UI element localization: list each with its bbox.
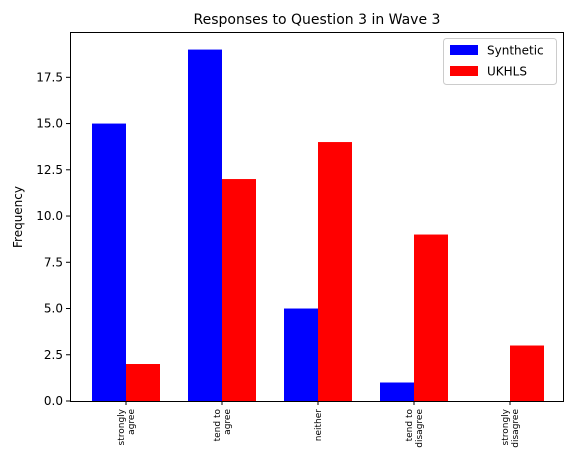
bar-synthetic-2 (284, 308, 318, 401)
legend-label-ukhls: UKHLS (487, 65, 527, 79)
bar-ukhls-1 (222, 179, 256, 401)
y-tick-label: 2.5 (44, 348, 63, 362)
x-tick-label-line: agree (223, 409, 233, 435)
plot-frame (70, 32, 564, 402)
y-tick-label: 5.0 (44, 302, 63, 316)
legend-label-synthetic: Synthetic (487, 44, 544, 58)
y-tick-label: 0.0 (44, 394, 63, 408)
bar-ukhls-0 (126, 364, 160, 401)
y-tick-label: 10.0 (36, 209, 63, 223)
y-axis-label: Frequency (11, 186, 25, 248)
x-tick-label-line: disagree (511, 409, 521, 448)
x-tick-label-line: strongly (117, 408, 127, 445)
x-tick-label-line: agree (127, 409, 137, 435)
x-tick-label-line: disagree (415, 409, 425, 448)
bar-ukhls-3 (414, 234, 448, 401)
y-tick-label: 15.0 (36, 117, 63, 131)
y-tick-label: 12.5 (36, 163, 63, 177)
bar-synthetic-0 (92, 123, 126, 401)
y-tick-label: 17.5 (36, 70, 63, 84)
y-axis-ticks: 0.0 2.5 5.0 7.5 10.0 12.5 15.0 17.5 (36, 70, 70, 408)
x-tick-label-line: tend to (213, 409, 223, 442)
x-tick-label: tend to disagree (405, 409, 425, 448)
chart-title: Responses to Question 3 in Wave 3 (194, 12, 441, 28)
x-tick-label: tend to agree (213, 409, 233, 442)
y-tick-label: 7.5 (44, 255, 63, 269)
x-tick-label: neither (314, 409, 324, 442)
x-axis-ticks: strongly agree tend to agree neither tend to d… (117, 401, 521, 448)
x-tick-label-line: strongly (501, 408, 511, 445)
bar-ukhls-4 (510, 345, 544, 401)
x-tick-label: strongly agree (117, 408, 137, 445)
x-tick-label-line: tend to (405, 409, 415, 442)
bar-synthetic-3 (380, 382, 414, 401)
bar-synthetic-1 (188, 49, 222, 401)
legend-swatch-ukhls (450, 66, 478, 76)
bar-ukhls-2 (318, 142, 352, 402)
x-tick-label-line: neither (314, 409, 324, 442)
x-tick-label: strongly disagree (501, 408, 521, 447)
legend: Synthetic UKHLS (443, 38, 557, 85)
bars-group (92, 49, 544, 402)
legend-swatch-synthetic (450, 45, 478, 55)
